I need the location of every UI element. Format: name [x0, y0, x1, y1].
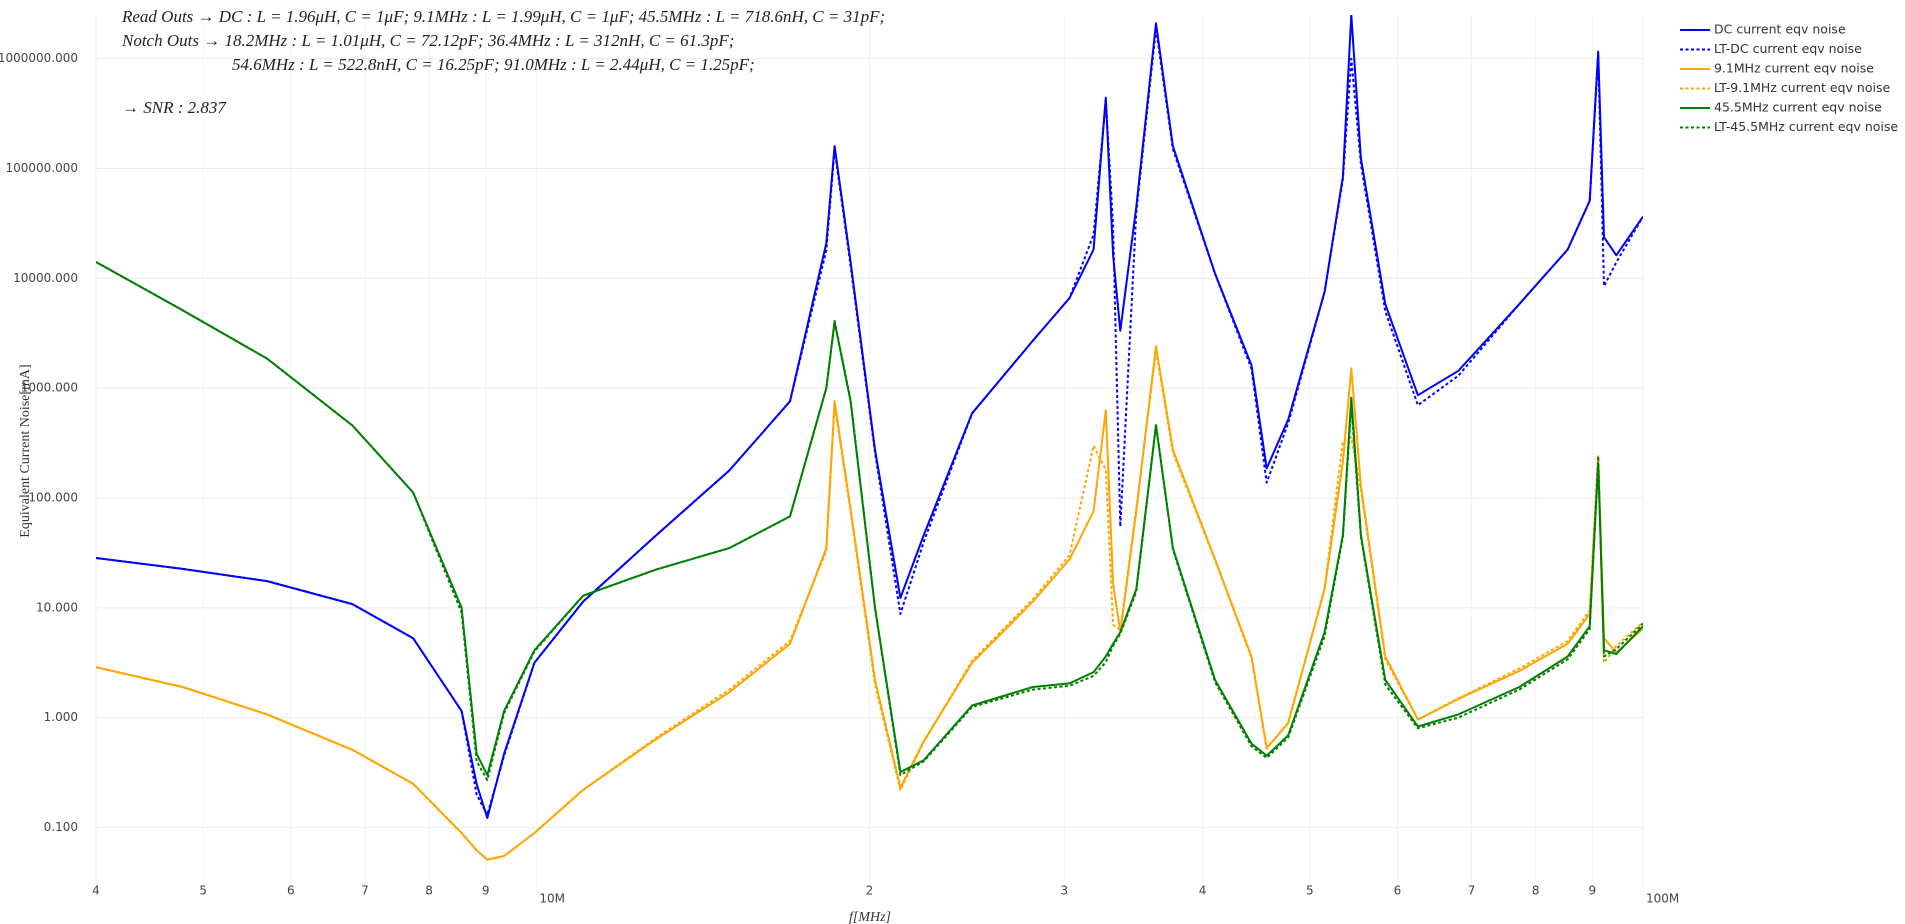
legend-label: LT-9.1MHz current eqv noise [1714, 80, 1890, 95]
x-tick-label: 8 [425, 884, 433, 898]
legend-label: LT-DC current eqv noise [1714, 41, 1862, 56]
series-line [96, 261, 1643, 782]
x-tick-label: 5 [199, 884, 207, 898]
legend-label: 45.5MHz current eqv noise [1714, 100, 1882, 115]
y-tick-label: 10.000 [36, 600, 78, 614]
x-tick-label: 7 [361, 884, 369, 898]
x-tick-label: 6 [287, 884, 295, 898]
x-axis-title: f[MHz] [849, 910, 891, 924]
legend-label: LT-45.5MHz current eqv noise [1714, 119, 1898, 134]
plot-area [96, 15, 1643, 861]
x-tick-label: 7 [1468, 884, 1476, 898]
legend-label: 9.1MHz current eqv noise [1714, 61, 1874, 76]
x-tick-label: 2 [866, 884, 874, 898]
x-tick-label: 10M [539, 892, 565, 906]
x-tick-label: 9 [1589, 884, 1597, 898]
y-tick-label: 100000.000 [5, 161, 78, 175]
series-line [96, 27, 1643, 816]
legend-label: DC current eqv noise [1714, 22, 1846, 37]
x-tick-label: 5 [1306, 884, 1314, 898]
x-tick-label: 9 [482, 884, 490, 898]
y-tick-label: 1.000 [44, 710, 78, 724]
legend: DC current eqv noise LT-DC current eqv no… [1680, 22, 1898, 134]
x-tick-label: 4 [1199, 884, 1207, 898]
y-tick-label: 1000000.000 [0, 51, 78, 65]
annotation: → SNR : 2.837 [122, 98, 227, 117]
y-tick-label: 100.000 [28, 490, 78, 504]
x-tick-label: 4 [92, 884, 100, 898]
grid: 0.100 1.000 10.000 100.000 1000.000 10000.000… [0, 15, 1679, 906]
x-tick-label: 8 [1532, 884, 1540, 898]
y-tick-label: 10000.000 [13, 271, 78, 285]
x-tick-label: 100M [1646, 892, 1679, 906]
series-line [96, 349, 1643, 861]
annotation: Read Outs → DC : L = 1.96μH, C = 1μF; 9.… [121, 7, 885, 26]
y-tick-label: 0.100 [44, 820, 78, 834]
x-tick-label: 3 [1061, 884, 1069, 898]
annotation: 54.6MHz : L = 522.8nH, C = 16.25pF; 91.0… [232, 55, 755, 74]
x-tick-label: 6 [1394, 884, 1402, 898]
annotation: Notch Outs → 18.2MHz : L = 1.01μH, C = 7… [121, 31, 734, 50]
y-tick-label: 1000.000 [21, 381, 78, 395]
y-axis-title: Equivalent Current Noise[mA] [18, 364, 33, 537]
